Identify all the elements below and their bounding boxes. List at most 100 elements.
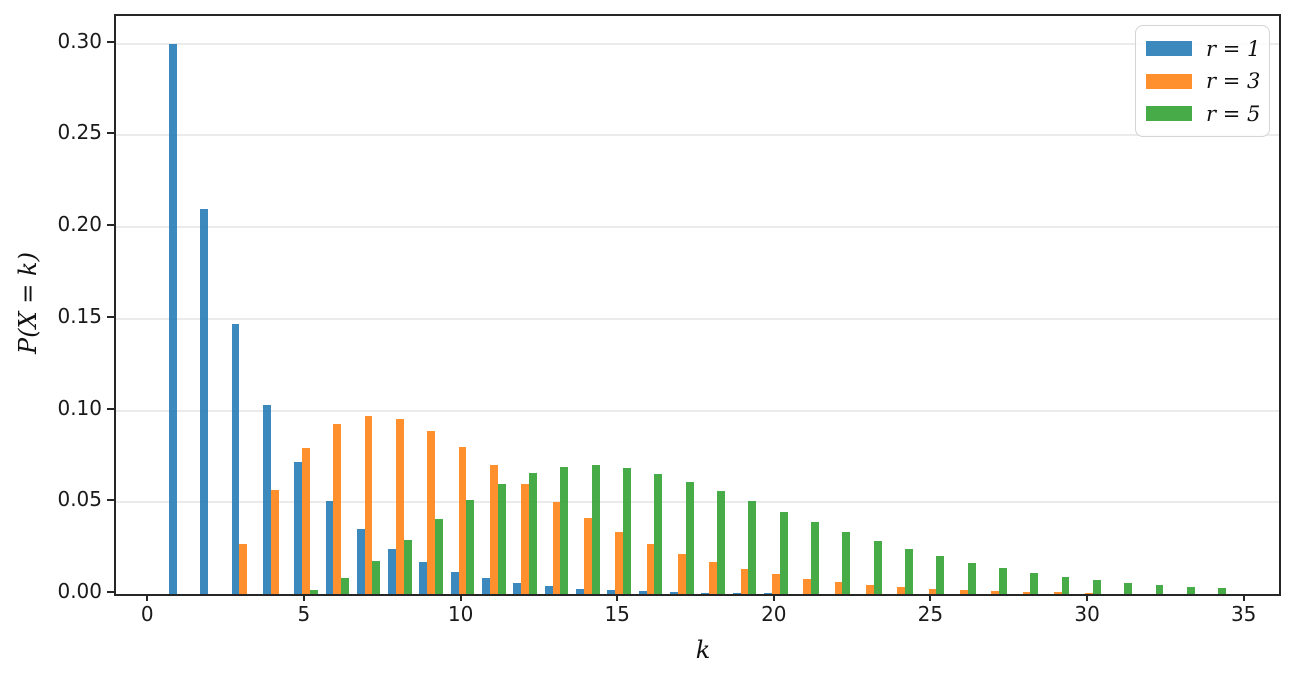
x-tick xyxy=(146,594,149,601)
x-tick-label: 25 xyxy=(917,602,944,626)
bar xyxy=(388,548,396,594)
bar xyxy=(740,568,749,594)
legend-label-r5: r = 5 xyxy=(1206,101,1261,126)
y-tick xyxy=(107,315,114,318)
bar xyxy=(427,430,436,594)
x-tick-label: 0 xyxy=(140,602,154,626)
bar xyxy=(865,584,874,594)
x-tick xyxy=(1242,594,1245,601)
gridline xyxy=(116,409,1279,412)
bar xyxy=(897,587,906,594)
y-tick xyxy=(107,499,114,502)
bar xyxy=(309,589,318,594)
x-tick-label: 5 xyxy=(297,602,311,626)
y-tick xyxy=(107,407,114,410)
bar xyxy=(576,588,584,594)
bar xyxy=(748,501,757,594)
bar xyxy=(403,540,412,594)
bar xyxy=(513,583,522,594)
bar xyxy=(732,593,741,594)
legend-item-r5: r = 5 xyxy=(1136,102,1269,126)
x-tick-label: 20 xyxy=(761,602,787,626)
x-tick xyxy=(302,594,305,601)
bar xyxy=(717,491,725,594)
bar xyxy=(842,531,851,594)
bar xyxy=(677,553,686,594)
bar xyxy=(450,571,459,594)
gridline xyxy=(116,134,1279,137)
x-axis-label: k xyxy=(0,636,1292,664)
bar xyxy=(967,562,976,594)
bar xyxy=(466,499,475,594)
y-tick-label: 0.05 xyxy=(57,487,102,512)
y-tick-label: 0.25 xyxy=(57,120,102,145)
bar xyxy=(709,562,718,594)
bar xyxy=(771,574,780,594)
bar xyxy=(341,578,349,594)
bar xyxy=(270,489,279,594)
y-tick xyxy=(107,591,114,593)
bar xyxy=(239,544,248,594)
legend-label-r3: r = 3 xyxy=(1206,69,1261,93)
bar xyxy=(928,588,937,594)
x-tick-label: 10 xyxy=(447,602,474,626)
bar xyxy=(231,324,240,594)
bar xyxy=(803,578,812,594)
x-tick xyxy=(1086,594,1089,601)
bar xyxy=(1022,591,1031,594)
bar xyxy=(325,501,334,594)
x-tick xyxy=(616,594,619,601)
bar xyxy=(200,208,209,594)
y-tick-label: 0.30 xyxy=(57,28,102,53)
legend-swatch-r3 xyxy=(1146,73,1192,89)
plot-area xyxy=(114,14,1281,596)
legend-swatch-r5 xyxy=(1146,106,1192,121)
bar xyxy=(834,582,843,594)
x-tick xyxy=(772,594,775,601)
bar xyxy=(638,591,647,594)
bar xyxy=(1218,588,1227,594)
bar xyxy=(1124,582,1133,594)
bar xyxy=(521,484,530,594)
bar xyxy=(529,472,537,594)
x-tick xyxy=(929,594,932,601)
y-tick xyxy=(107,40,114,43)
bar xyxy=(615,531,624,594)
bar xyxy=(991,590,1000,594)
bar xyxy=(583,517,592,594)
bar xyxy=(1053,592,1062,594)
bar xyxy=(364,415,373,594)
x-tick-label: 35 xyxy=(1230,602,1257,626)
bar xyxy=(591,465,600,594)
y-axis-label-text: P(X = k) xyxy=(14,252,42,354)
gridline xyxy=(116,42,1279,45)
bar xyxy=(497,483,506,594)
bar xyxy=(607,590,616,594)
legend: r = 1 r = 3 r = 5 xyxy=(1135,25,1270,137)
legend-swatch-r1 xyxy=(1146,41,1192,56)
legend-label-r1: r = 1 xyxy=(1206,36,1261,61)
bar xyxy=(372,561,381,594)
bar xyxy=(936,556,945,594)
bar xyxy=(435,519,443,594)
bar xyxy=(458,447,467,594)
bar xyxy=(646,543,655,594)
bar xyxy=(333,424,342,594)
y-tick-label: 0.20 xyxy=(57,212,102,236)
bar xyxy=(544,586,553,594)
bar xyxy=(873,540,882,594)
bar xyxy=(685,481,694,594)
bar xyxy=(552,501,561,594)
gridline xyxy=(116,317,1279,320)
gridline xyxy=(116,501,1279,504)
bar xyxy=(1085,592,1093,594)
y-tick xyxy=(107,224,114,226)
bar xyxy=(419,562,428,594)
gridline xyxy=(116,226,1279,229)
bar xyxy=(905,549,913,594)
bar xyxy=(811,522,819,594)
y-tick-label: 0.15 xyxy=(57,303,102,328)
legend-item-r1: r = 1 xyxy=(1136,37,1269,61)
bar xyxy=(623,467,631,594)
